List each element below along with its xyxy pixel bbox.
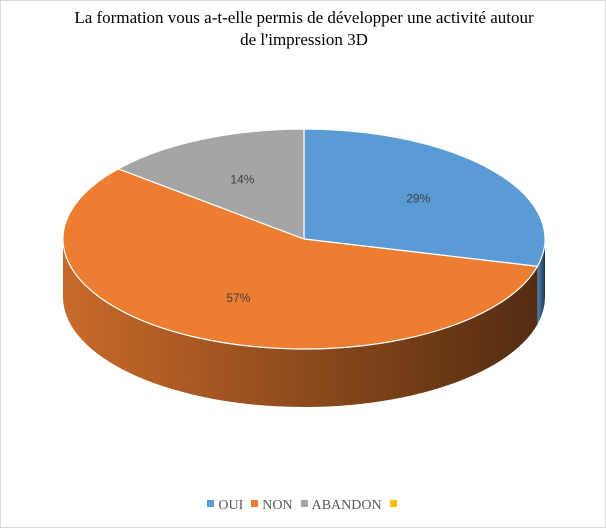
legend-item-unlabeled <box>389 498 401 514</box>
legend-item-oui: OUI <box>207 498 243 514</box>
legend-swatch <box>300 500 308 507</box>
pie-sides <box>63 239 545 408</box>
legend-swatch <box>389 500 397 507</box>
pie-slice-oui <box>303 128 546 267</box>
legend: OUI NON ABANDON <box>1 498 605 514</box>
chart-title-line-2: de l'impression 3D <box>240 30 368 49</box>
chart-title: La formation vous a-t-elle permis de dév… <box>1 7 605 51</box>
legend-item-non: NON <box>251 498 293 514</box>
data-label-abandon: 14% <box>230 172 254 186</box>
pie-slices <box>62 128 546 350</box>
legend-item-abandon: ABANDON <box>300 498 382 514</box>
data-label-non: 57% <box>226 291 250 305</box>
legend-label: OUI <box>218 498 244 513</box>
pie-slice-abandon <box>117 128 305 240</box>
legend-label: ABANDON <box>311 498 382 513</box>
legend-swatch <box>207 500 215 507</box>
data-label-oui: 29% <box>406 192 430 206</box>
legend-swatch <box>251 500 259 507</box>
pie-side-oui <box>537 239 545 325</box>
pie-slice-non <box>62 168 539 350</box>
pie-side-non <box>63 239 538 408</box>
data-labels: 29% 57% 14% <box>226 172 430 305</box>
chart-title-line-1: La formation vous a-t-elle permis de dév… <box>74 8 534 27</box>
legend-label: NON <box>262 498 293 513</box>
